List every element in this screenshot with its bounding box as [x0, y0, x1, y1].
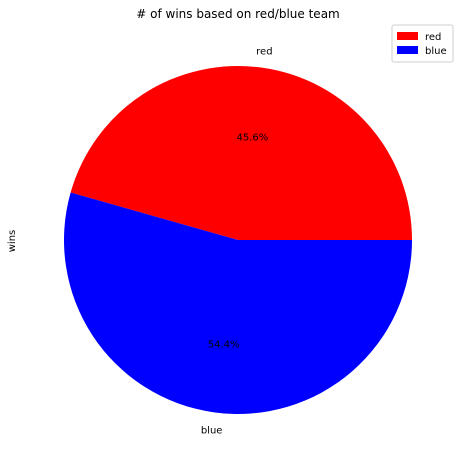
slice-label-red: red [256, 46, 272, 57]
slice-percent-blue: 54.4% [208, 339, 240, 350]
chart-title: # of wins based on red/blue team [136, 7, 339, 21]
legend-label-red: red [425, 32, 441, 43]
legend: red blue [391, 24, 454, 63]
pie-labels: red 45.6% blue 54.4% [201, 46, 273, 436]
pie-slice-red [70, 66, 413, 240]
y-axis-label: wins [7, 230, 18, 253]
pie-slice-blue [63, 192, 413, 415]
pie-slices [63, 66, 413, 415]
legend-swatch-blue [397, 46, 418, 54]
slice-percent-red: 45.6% [236, 133, 268, 144]
legend-label-blue: blue [425, 46, 447, 57]
legend-swatch-red [397, 32, 418, 40]
slice-label-blue: blue [201, 426, 223, 437]
